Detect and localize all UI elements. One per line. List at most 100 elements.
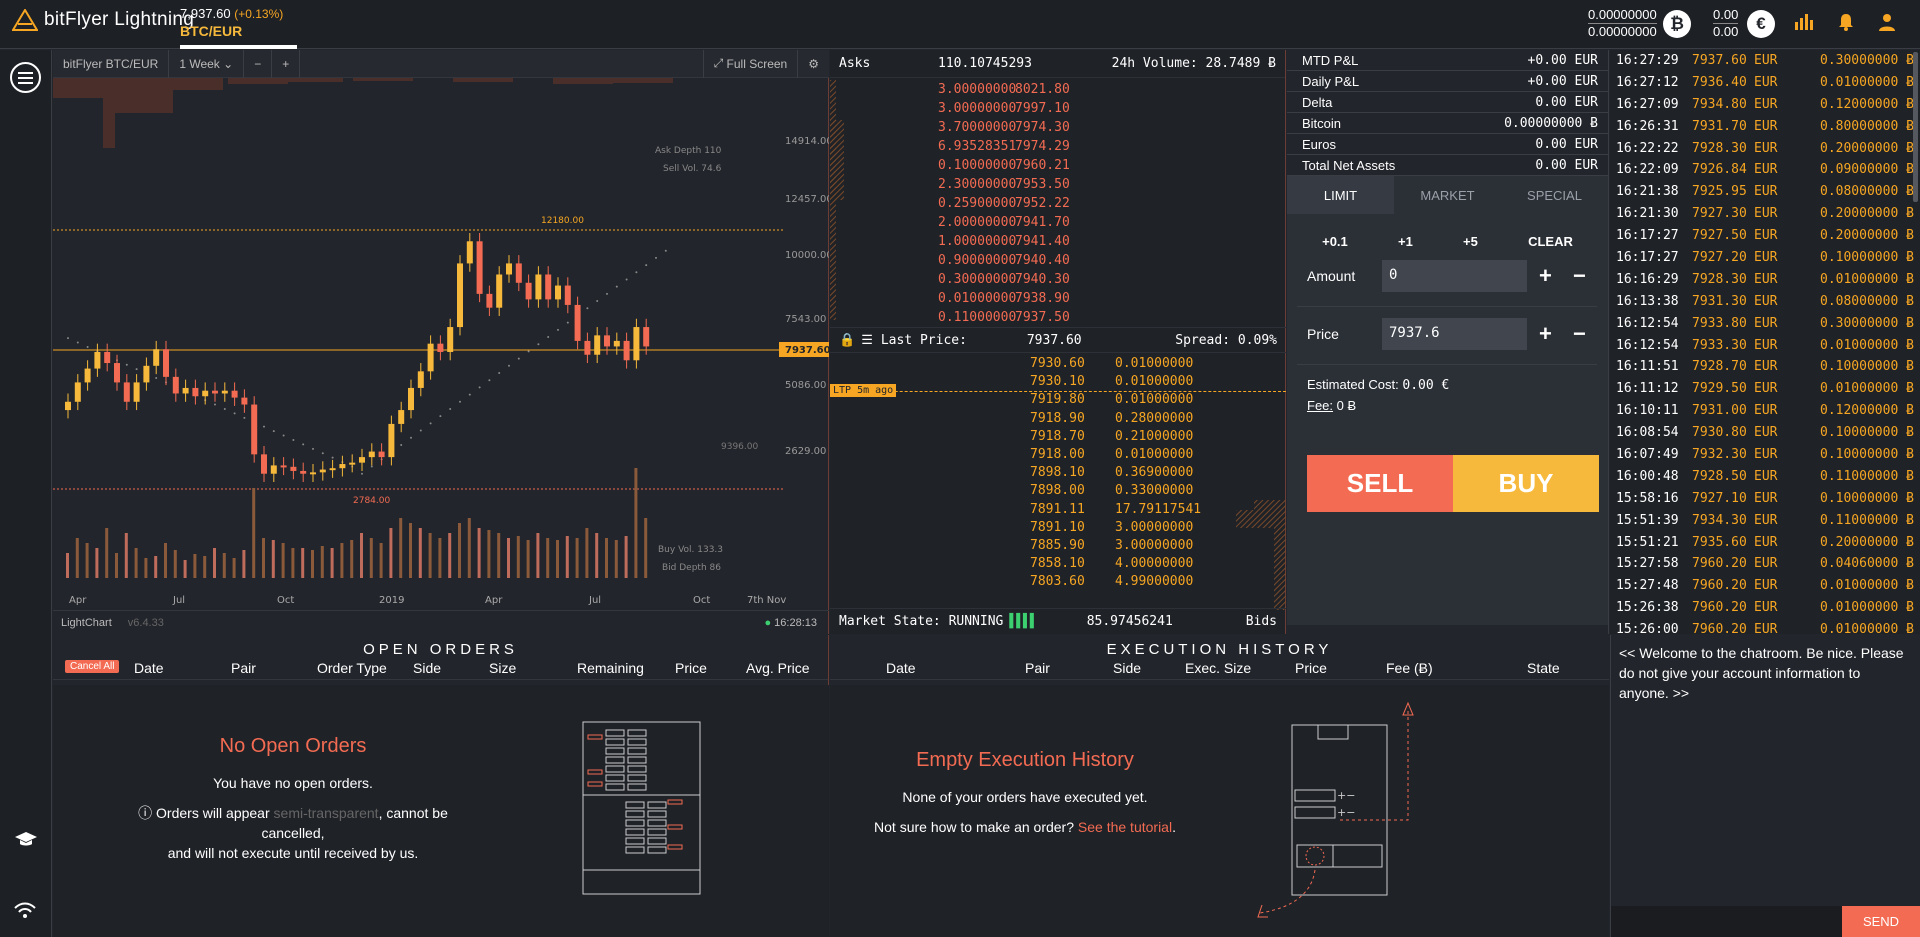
bid-price: 7918.70 bbox=[1030, 428, 1085, 444]
add-5-button[interactable]: +5 bbox=[1463, 234, 1478, 249]
bid-price: 7891.11 bbox=[1030, 501, 1085, 517]
sell-button[interactable]: SELL bbox=[1307, 455, 1453, 512]
volume-bar bbox=[399, 518, 403, 578]
trade-price: 7928.70 bbox=[1692, 359, 1747, 375]
bid-row[interactable]: 7918.90 0.28000000 bbox=[830, 410, 1286, 428]
tab-limit[interactable]: LIMIT bbox=[1287, 176, 1394, 214]
buy-button[interactable]: BUY bbox=[1453, 455, 1599, 512]
trade-time: 15:51:39 bbox=[1616, 512, 1679, 528]
graduation-cap-icon[interactable] bbox=[14, 830, 38, 853]
fee-label[interactable]: Fee: bbox=[1307, 398, 1334, 413]
candle-body bbox=[182, 387, 189, 394]
candle-body bbox=[457, 263, 463, 328]
bid-row[interactable]: 7930.10 0.01000000 bbox=[830, 373, 1286, 391]
tutorial-link[interactable]: See the tutorial bbox=[1077, 819, 1173, 835]
bell-icon[interactable] bbox=[1836, 12, 1856, 38]
ask-size: 0.25900000 bbox=[938, 196, 1017, 211]
zoom-out-button[interactable]: − bbox=[244, 49, 273, 78]
trade-price: 7932.30 bbox=[1692, 447, 1747, 463]
ask-depth-label: Ask Depth 110 bbox=[655, 146, 722, 156]
trade-currency: EUR bbox=[1754, 556, 1778, 572]
price-axis-label: 12457.00 bbox=[785, 194, 829, 205]
ask-row[interactable]: 0.10000000 7960.21 bbox=[830, 156, 1286, 175]
trades-scrollbar[interactable] bbox=[1913, 52, 1918, 202]
list-icon[interactable]: ☰ bbox=[861, 332, 873, 348]
candle-body bbox=[545, 274, 552, 300]
ticker[interactable]: 7,937.60 (+0.13%) BTC/EUR bbox=[180, 6, 283, 39]
trade-row: 15:51:21 7935.60 EUR 0.20000000 Ƀ bbox=[1610, 532, 1920, 554]
wifi-icon[interactable] bbox=[14, 902, 36, 923]
brand-logo[interactable]: bitFlyer Lightning bbox=[12, 9, 194, 31]
zoom-in-button[interactable]: + bbox=[272, 49, 301, 78]
user-icon[interactable] bbox=[1877, 12, 1897, 38]
amount-plus-button[interactable]: + bbox=[1539, 263, 1552, 288]
ask-row[interactable]: 0.30000000 7940.30 bbox=[830, 270, 1286, 289]
price-plus-button[interactable]: + bbox=[1539, 321, 1552, 346]
bid-row[interactable]: 7803.60 4.99000000 bbox=[830, 573, 1286, 591]
tab-market[interactable]: MARKET bbox=[1420, 187, 1475, 203]
send-button[interactable]: SEND bbox=[1842, 906, 1920, 937]
trade-row: 16:27:29 7937.60 EUR 0.30000000 Ƀ bbox=[1610, 50, 1920, 72]
ask-price: 7974.30 bbox=[1015, 120, 1070, 135]
chat-input[interactable] bbox=[1611, 906, 1843, 937]
account-row: Bitcoin 0.00000000 Ƀ bbox=[1287, 113, 1608, 134]
trade-time: 15:26:00 bbox=[1616, 622, 1679, 634]
ask-row[interactable]: 2.00000000 7941.70 bbox=[830, 213, 1286, 232]
bid-depth-label: Bid Depth 86 bbox=[662, 563, 721, 573]
amount-input[interactable]: 0 bbox=[1382, 260, 1527, 292]
trade-currency: EUR bbox=[1754, 162, 1778, 178]
bid-row[interactable]: 7891.10 3.00000000 bbox=[830, 519, 1286, 537]
add-0-1-button[interactable]: +0.1 bbox=[1322, 234, 1348, 249]
ask-row[interactable]: 0.25900000 7952.22 bbox=[830, 194, 1286, 213]
candle-body bbox=[427, 343, 434, 372]
ticker-pair: BTC/EUR bbox=[180, 23, 243, 39]
interval-select[interactable]: 1 Week ⌄ bbox=[169, 49, 245, 78]
illustration-cell bbox=[605, 783, 625, 791]
add-1-button[interactable]: +1 bbox=[1398, 234, 1413, 249]
bid-row[interactable]: 7898.10 0.36900000 bbox=[830, 464, 1286, 482]
chart-icon[interactable] bbox=[1794, 12, 1816, 36]
clear-button[interactable]: CLEAR bbox=[1528, 234, 1573, 249]
menu-icon[interactable] bbox=[10, 62, 41, 93]
candle-body bbox=[65, 401, 71, 411]
candlestick-chart[interactable]: 14914.00 12457.00 10000.00 7543.00 5086.00 26… bbox=[53, 78, 829, 608]
bid-row[interactable]: 7919.80 0.01000000 bbox=[830, 391, 1286, 409]
ask-row[interactable]: 2.30000000 7953.50 bbox=[830, 175, 1286, 194]
ask-row[interactable]: 0.11000000 7937.50 bbox=[830, 308, 1286, 327]
price-input[interactable]: 7937.6 bbox=[1382, 318, 1527, 350]
trade-price: 7933.80 bbox=[1692, 315, 1747, 331]
ask-row[interactable]: 0.01000000 7938.90 bbox=[830, 289, 1286, 308]
ask-row[interactable]: 3.00000000 7997.10 bbox=[830, 99, 1286, 118]
cancel-all-button[interactable]: Cancel All bbox=[65, 660, 120, 673]
tab-special[interactable]: SPECIAL bbox=[1527, 187, 1582, 203]
candle-body bbox=[359, 457, 365, 463]
bid-row[interactable]: 7918.70 0.21000000 bbox=[830, 428, 1286, 446]
bid-row[interactable]: 7885.90 3.00000000 bbox=[830, 537, 1286, 555]
ask-row[interactable]: 3.00000000 8021.80 bbox=[830, 80, 1286, 99]
candle-body bbox=[398, 410, 405, 424]
ask-row[interactable]: 6.93528351 7974.29 bbox=[830, 137, 1286, 156]
depth-bar bbox=[163, 78, 223, 90]
bitcoin-icon[interactable]: ₿ bbox=[1663, 10, 1691, 38]
bid-row[interactable]: 7930.60 0.01000000 bbox=[830, 355, 1286, 373]
euro-icon[interactable]: € bbox=[1747, 10, 1775, 38]
ask-row[interactable]: 3.70000000 7974.30 bbox=[830, 118, 1286, 137]
bid-row[interactable]: 7898.00 0.33000000 bbox=[830, 482, 1286, 500]
fullscreen-button[interactable]: ⤢ Full Screen bbox=[702, 49, 799, 78]
illustration-highlight bbox=[667, 824, 683, 830]
trade-time: 16:00:48 bbox=[1616, 468, 1679, 484]
time-axis-label: Oct bbox=[693, 595, 710, 606]
lock-icon[interactable]: 🔒 bbox=[839, 332, 856, 348]
ask-row[interactable]: 1.00000000 7941.40 bbox=[830, 232, 1286, 251]
trade-size: 0.08000000 Ƀ bbox=[1820, 184, 1914, 200]
amount-minus-button[interactable]: − bbox=[1573, 263, 1586, 288]
bid-row[interactable]: 7858.10 4.00000000 bbox=[830, 555, 1286, 573]
ask-row[interactable]: 0.90000000 7940.40 bbox=[830, 251, 1286, 270]
bid-row[interactable]: 7891.11 17.79117541 bbox=[830, 501, 1286, 519]
bid-row[interactable]: 7918.00 0.01000000 bbox=[830, 446, 1286, 464]
ma-dot bbox=[488, 379, 491, 382]
bids-label: Bids bbox=[1245, 614, 1277, 629]
trade-currency: EUR bbox=[1754, 293, 1778, 309]
chart-settings-button[interactable]: ⚙ bbox=[798, 50, 829, 78]
price-minus-button[interactable]: − bbox=[1573, 321, 1586, 346]
